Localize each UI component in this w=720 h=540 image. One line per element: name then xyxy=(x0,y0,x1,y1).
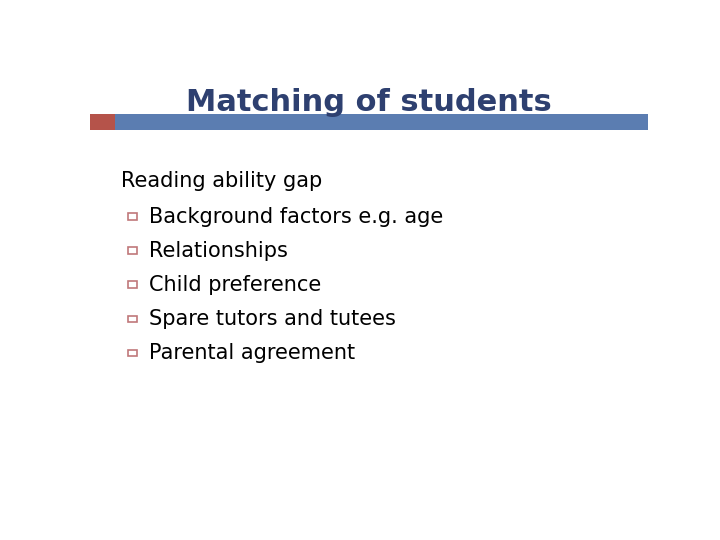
Text: Spare tutors and tutees: Spare tutors and tutees xyxy=(148,309,395,329)
Text: Relationships: Relationships xyxy=(148,241,287,261)
Text: Background factors e.g. age: Background factors e.g. age xyxy=(148,207,443,227)
Text: Matching of students: Matching of students xyxy=(186,87,552,117)
FancyBboxPatch shape xyxy=(90,114,115,131)
Text: Reading ability gap: Reading ability gap xyxy=(121,171,322,191)
Text: Parental agreement: Parental agreement xyxy=(148,343,355,363)
FancyBboxPatch shape xyxy=(115,114,648,131)
Text: Child preference: Child preference xyxy=(148,275,321,295)
